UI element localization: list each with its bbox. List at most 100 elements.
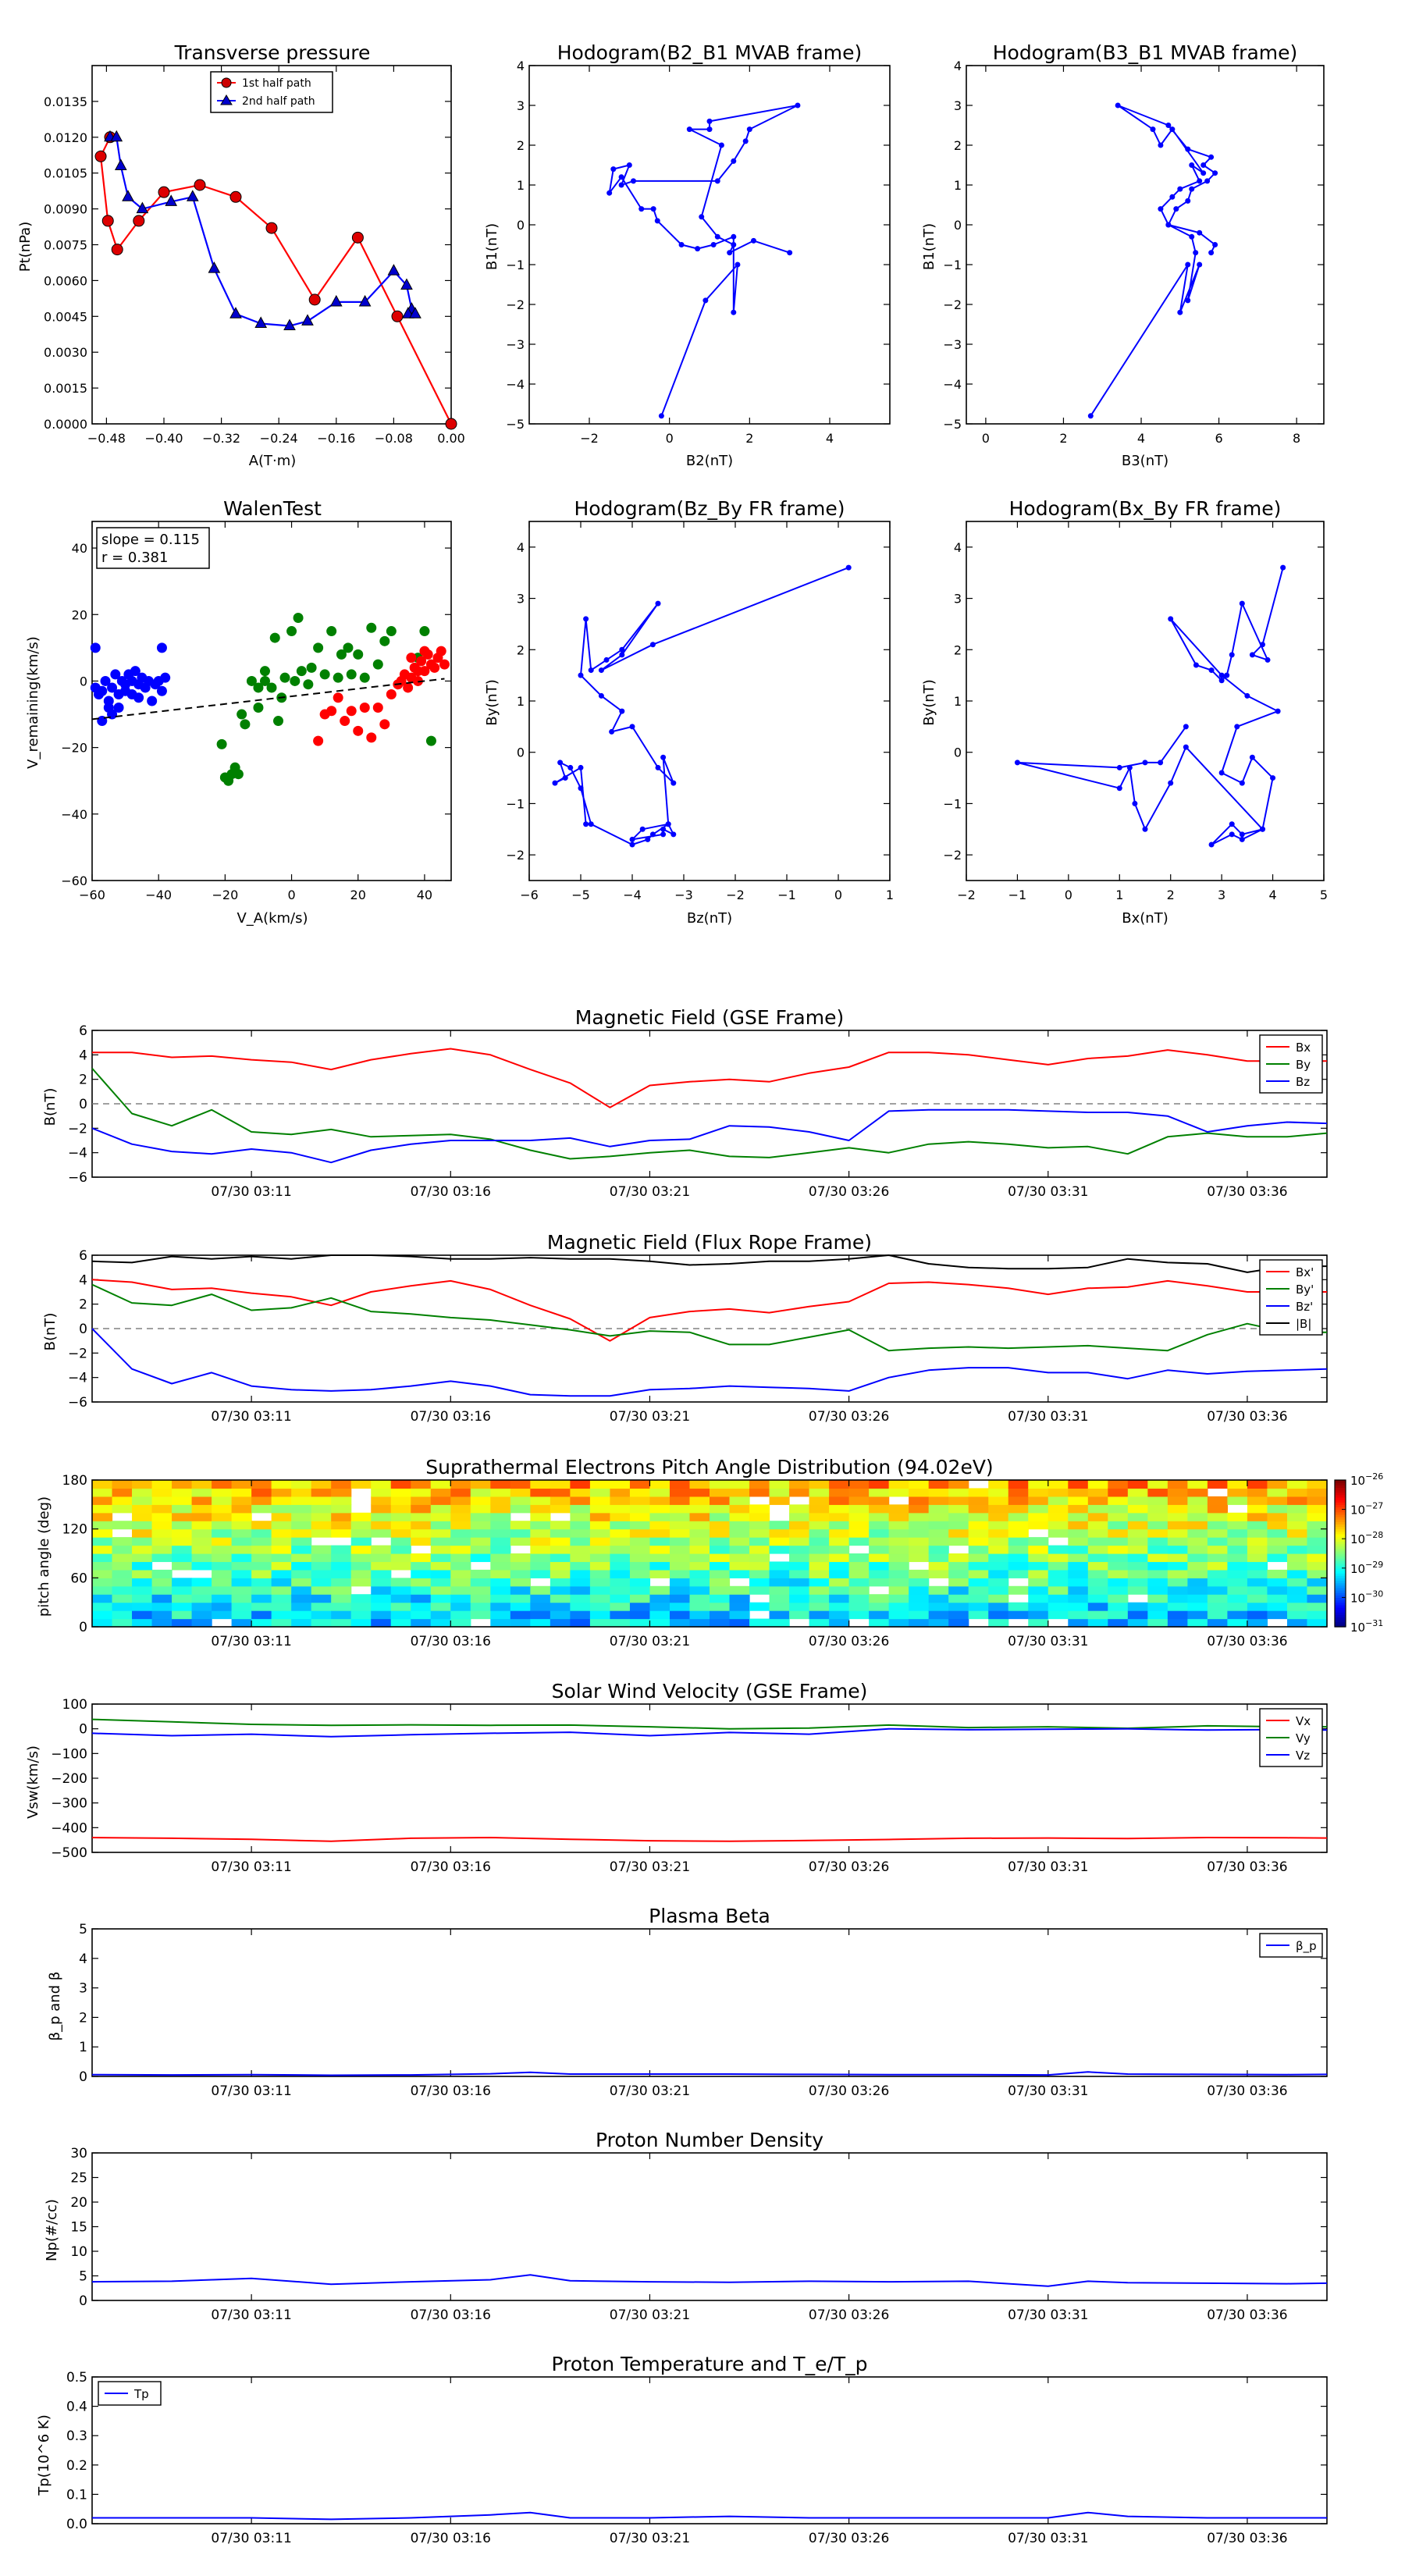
data-point [1197, 229, 1203, 236]
heatmap-cell [1147, 1594, 1168, 1603]
heatmap-cell [1048, 1594, 1069, 1603]
heatmap-cell [968, 1561, 989, 1571]
y-tick-label: 0.3 [66, 2428, 87, 2444]
data-point [670, 780, 677, 786]
heatmap-cell [470, 1537, 491, 1546]
heatmap-cell [1286, 1585, 1308, 1595]
heatmap-cell [172, 1537, 193, 1546]
heatmap-cell [112, 1594, 133, 1603]
heatmap-cell [669, 1512, 691, 1521]
legend-swatch-marker [221, 77, 232, 88]
heatmap-cell [1207, 1496, 1229, 1505]
heatmap-cell [1048, 1569, 1069, 1578]
heatmap-cell [132, 1569, 153, 1578]
heatmap-cell [1127, 1512, 1148, 1521]
colorbar-cell [1335, 1536, 1346, 1539]
heatmap-cell [191, 1488, 212, 1497]
series-line [92, 2511, 1327, 2521]
heatmap-cell [1028, 1512, 1049, 1521]
heatmap-cell [1227, 1512, 1248, 1521]
heatmap-cell [251, 1578, 272, 1587]
x-tick-label: 07/30 03:31 [1008, 1634, 1088, 1649]
x-tick-label: −60 [79, 888, 105, 902]
heatmap-cell [1127, 1618, 1148, 1628]
heatmap-cell [710, 1618, 731, 1628]
heatmap-cell [1307, 1528, 1328, 1538]
heatmap-cell [669, 1610, 691, 1620]
heatmap-cell [689, 1545, 710, 1554]
y-tick-label: 0 [79, 2069, 87, 2085]
data-point [1165, 222, 1172, 228]
heatmap-cell [291, 1610, 312, 1620]
heatmap-cell [430, 1553, 451, 1563]
series-line [91, 1283, 1327, 1352]
heatmap-cell [212, 1578, 233, 1587]
x-tick-label: 07/30 03:11 [211, 1184, 291, 1200]
heatmap-cell [570, 1610, 591, 1620]
heatmap-cell [132, 1512, 153, 1521]
legend-entry-label: Bz [1296, 1075, 1310, 1089]
heatmap-cell [789, 1578, 810, 1587]
heatmap-cell [311, 1569, 332, 1578]
heatmap-cell [411, 1610, 432, 1620]
colorbar-cell [1335, 1570, 1346, 1574]
heatmap-cell [251, 1504, 272, 1514]
heatmap-cell [829, 1521, 850, 1530]
heatmap-cell [291, 1521, 312, 1530]
heatmap-cell [311, 1488, 332, 1497]
heatmap-cell [1207, 1561, 1229, 1571]
colorbar-cell [1335, 1509, 1346, 1513]
data-point [1177, 186, 1183, 192]
data-point [583, 616, 589, 622]
x-tick-label: 07/30 03:11 [211, 1859, 291, 1875]
heatmap-cell [550, 1504, 571, 1514]
heatmap-cell [411, 1578, 432, 1587]
heatmap-cell [331, 1480, 352, 1489]
heatmap-cell [450, 1512, 471, 1521]
heatmap-cell [909, 1602, 930, 1611]
colorbar-tick-exponent: −28 [1365, 1530, 1383, 1540]
data-point [1212, 170, 1218, 176]
heatmap-cell [1008, 1545, 1029, 1554]
heatmap-cell [809, 1610, 830, 1620]
heatmap-cell [689, 1585, 710, 1595]
heatmap-cell [1147, 1602, 1168, 1611]
heatmap-cell [430, 1561, 451, 1571]
heatmap-cell [948, 1561, 969, 1571]
data-point [1189, 186, 1195, 192]
heatmap-cell [729, 1528, 750, 1538]
heatmap-cell [1127, 1537, 1148, 1546]
x-axis-label: A(T·m) [249, 453, 297, 469]
heatmap-cell [1247, 1585, 1268, 1595]
data-point [147, 696, 158, 706]
heatmap-cell [1207, 1569, 1229, 1578]
heatmap-cell [510, 1602, 531, 1611]
heatmap-cell [649, 1561, 670, 1571]
heatmap-cell [1068, 1553, 1089, 1563]
heatmap-cell [430, 1488, 451, 1497]
data-point [386, 688, 397, 699]
heatmap-cell [589, 1496, 611, 1505]
heatmap-cell [1187, 1521, 1208, 1530]
heatmap-cell [1307, 1512, 1328, 1521]
heatmap-cell [610, 1488, 631, 1497]
heatmap-cell [968, 1488, 989, 1497]
data-point [660, 831, 667, 838]
heatmap-cell [411, 1528, 432, 1538]
heatmap-cell [1307, 1488, 1328, 1497]
heatmap-cell [172, 1521, 193, 1530]
data-point [340, 716, 350, 727]
data-point [731, 158, 737, 164]
heatmap-cell [550, 1480, 571, 1489]
heatmap-cell [1286, 1553, 1308, 1563]
heatmap-cell [311, 1594, 332, 1603]
data-point [326, 706, 337, 717]
heatmap-cell [1187, 1480, 1208, 1489]
heatmap-cell [1108, 1488, 1129, 1497]
heatmap-cell [371, 1504, 392, 1514]
heatmap-cell [1108, 1610, 1129, 1620]
correlation-text: r = 0.381 [101, 550, 168, 566]
heatmap-cell [729, 1537, 750, 1546]
heatmap-cell [1247, 1528, 1268, 1538]
